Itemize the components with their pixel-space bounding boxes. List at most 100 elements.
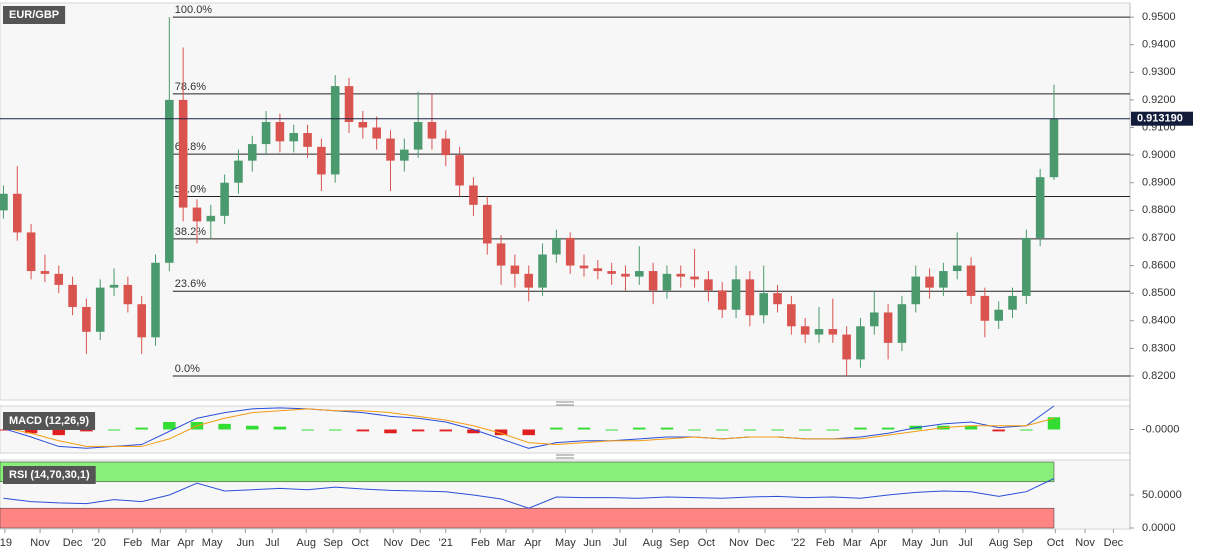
panel-label: RSI (14,70,30,1) bbox=[3, 466, 96, 484]
candle-body bbox=[220, 182, 229, 216]
histogram-bar bbox=[328, 429, 342, 431]
candle-body bbox=[1022, 237, 1031, 296]
histogram-bar bbox=[605, 429, 618, 431]
candle-body bbox=[731, 279, 741, 310]
x-tick-label: Nov bbox=[1075, 537, 1095, 549]
y-tick-label: 0.8700 bbox=[1142, 232, 1176, 244]
candle-body bbox=[690, 276, 699, 280]
histogram-bar bbox=[688, 429, 701, 431]
x-tick-label: Oct bbox=[698, 537, 715, 549]
x-tick-label: Dec bbox=[63, 537, 83, 549]
y-tick-label: -0.0000 bbox=[1142, 423, 1179, 435]
candle-body bbox=[165, 99, 174, 263]
x-tick-label: Nov bbox=[729, 537, 749, 549]
histogram-bar bbox=[24, 429, 38, 434]
x-tick-label: Apr bbox=[870, 537, 887, 549]
panel-label-text: RSI (14,70,30,1) bbox=[9, 469, 90, 481]
panel-label-box bbox=[3, 6, 66, 24]
histogram-bar bbox=[107, 429, 121, 431]
candle-body bbox=[40, 271, 50, 274]
candle-body bbox=[0, 193, 8, 211]
candle-body bbox=[1008, 295, 1017, 310]
candle-body bbox=[178, 99, 188, 208]
candle-body bbox=[482, 204, 492, 244]
x-tick-label: Jul bbox=[265, 537, 279, 549]
y-tick-label: 0.8500 bbox=[1142, 287, 1176, 299]
candle-body bbox=[648, 271, 658, 291]
candle-body bbox=[427, 121, 437, 139]
fib-label: 0.0% bbox=[175, 363, 200, 375]
x-tick-label: Dec bbox=[755, 537, 775, 549]
candle-body bbox=[510, 265, 520, 274]
histogram-bar bbox=[522, 429, 535, 436]
candle-body bbox=[330, 86, 340, 175]
x-tick-label: Feb bbox=[471, 537, 490, 549]
candle-body bbox=[828, 329, 838, 335]
candle-body bbox=[607, 271, 616, 274]
candle-body bbox=[593, 268, 603, 272]
candle-body bbox=[538, 254, 547, 288]
x-tick-label: Jul bbox=[613, 537, 627, 549]
histogram-bar bbox=[771, 429, 784, 431]
histogram-bar bbox=[743, 429, 757, 431]
candle-body bbox=[883, 312, 893, 343]
candle-body bbox=[856, 326, 865, 360]
candle-body bbox=[358, 121, 368, 128]
histogram-bar bbox=[135, 427, 148, 430]
x-tick-label: Nov bbox=[30, 537, 50, 549]
candle-body bbox=[151, 262, 160, 338]
candle-body bbox=[579, 265, 589, 269]
candle-body bbox=[247, 144, 257, 161]
y-tick-label: 0.8600 bbox=[1142, 259, 1176, 271]
x-tick-label: May bbox=[902, 537, 923, 549]
x-tick-label: Apr bbox=[177, 537, 194, 549]
histogram-bar bbox=[798, 429, 812, 431]
candle-body bbox=[289, 133, 299, 142]
histogram-bar bbox=[80, 429, 93, 432]
histogram-bar bbox=[964, 425, 978, 430]
main-panel bbox=[0, 2, 1131, 401]
histogram-bar bbox=[384, 429, 397, 434]
x-tick-label: Mar bbox=[151, 537, 170, 549]
candle-body bbox=[773, 293, 782, 305]
candle-body bbox=[911, 276, 921, 305]
histogram-bar bbox=[246, 425, 259, 430]
histogram-bar bbox=[163, 421, 176, 430]
x-tick-label: '22 bbox=[791, 537, 805, 549]
candle-body bbox=[68, 284, 77, 307]
histogram-bar bbox=[1020, 429, 1033, 431]
histogram-bar bbox=[854, 427, 867, 430]
x-tick-label: Sep bbox=[1013, 537, 1033, 549]
x-tick-label: Oct bbox=[1047, 537, 1064, 549]
x-tick-label: '19 bbox=[0, 537, 12, 549]
candle-body bbox=[1049, 118, 1059, 178]
x-tick-label: Jun bbox=[236, 537, 254, 549]
candle-body bbox=[372, 127, 381, 139]
y-tick-label: 0.8400 bbox=[1142, 315, 1176, 327]
candle-body bbox=[386, 138, 395, 161]
y-tick-label: 0.8800 bbox=[1142, 204, 1176, 216]
overbought-band bbox=[0, 461, 1055, 483]
candle-body bbox=[123, 284, 133, 305]
candle-body bbox=[787, 304, 796, 327]
histogram-bar bbox=[633, 427, 646, 430]
candle-body bbox=[26, 232, 36, 272]
candle-body bbox=[800, 326, 810, 335]
candle-body bbox=[137, 304, 146, 338]
candle-body bbox=[565, 237, 575, 266]
x-tick-label: Jul bbox=[958, 537, 972, 549]
histogram-bar bbox=[439, 429, 452, 432]
x-tick-label: Sep bbox=[670, 537, 690, 549]
candle-body bbox=[12, 193, 22, 233]
candle-body bbox=[662, 273, 672, 291]
histogram-bar bbox=[494, 429, 508, 436]
candle-body bbox=[95, 287, 105, 332]
candle-body bbox=[759, 293, 768, 316]
y-tick-label: 0.9500 bbox=[1142, 11, 1176, 23]
histogram-bar bbox=[52, 429, 65, 436]
candle-body bbox=[82, 306, 91, 332]
resize-handle[interactable] bbox=[556, 454, 574, 459]
resize-handle[interactable] bbox=[556, 401, 574, 406]
candle-body bbox=[344, 86, 354, 122]
